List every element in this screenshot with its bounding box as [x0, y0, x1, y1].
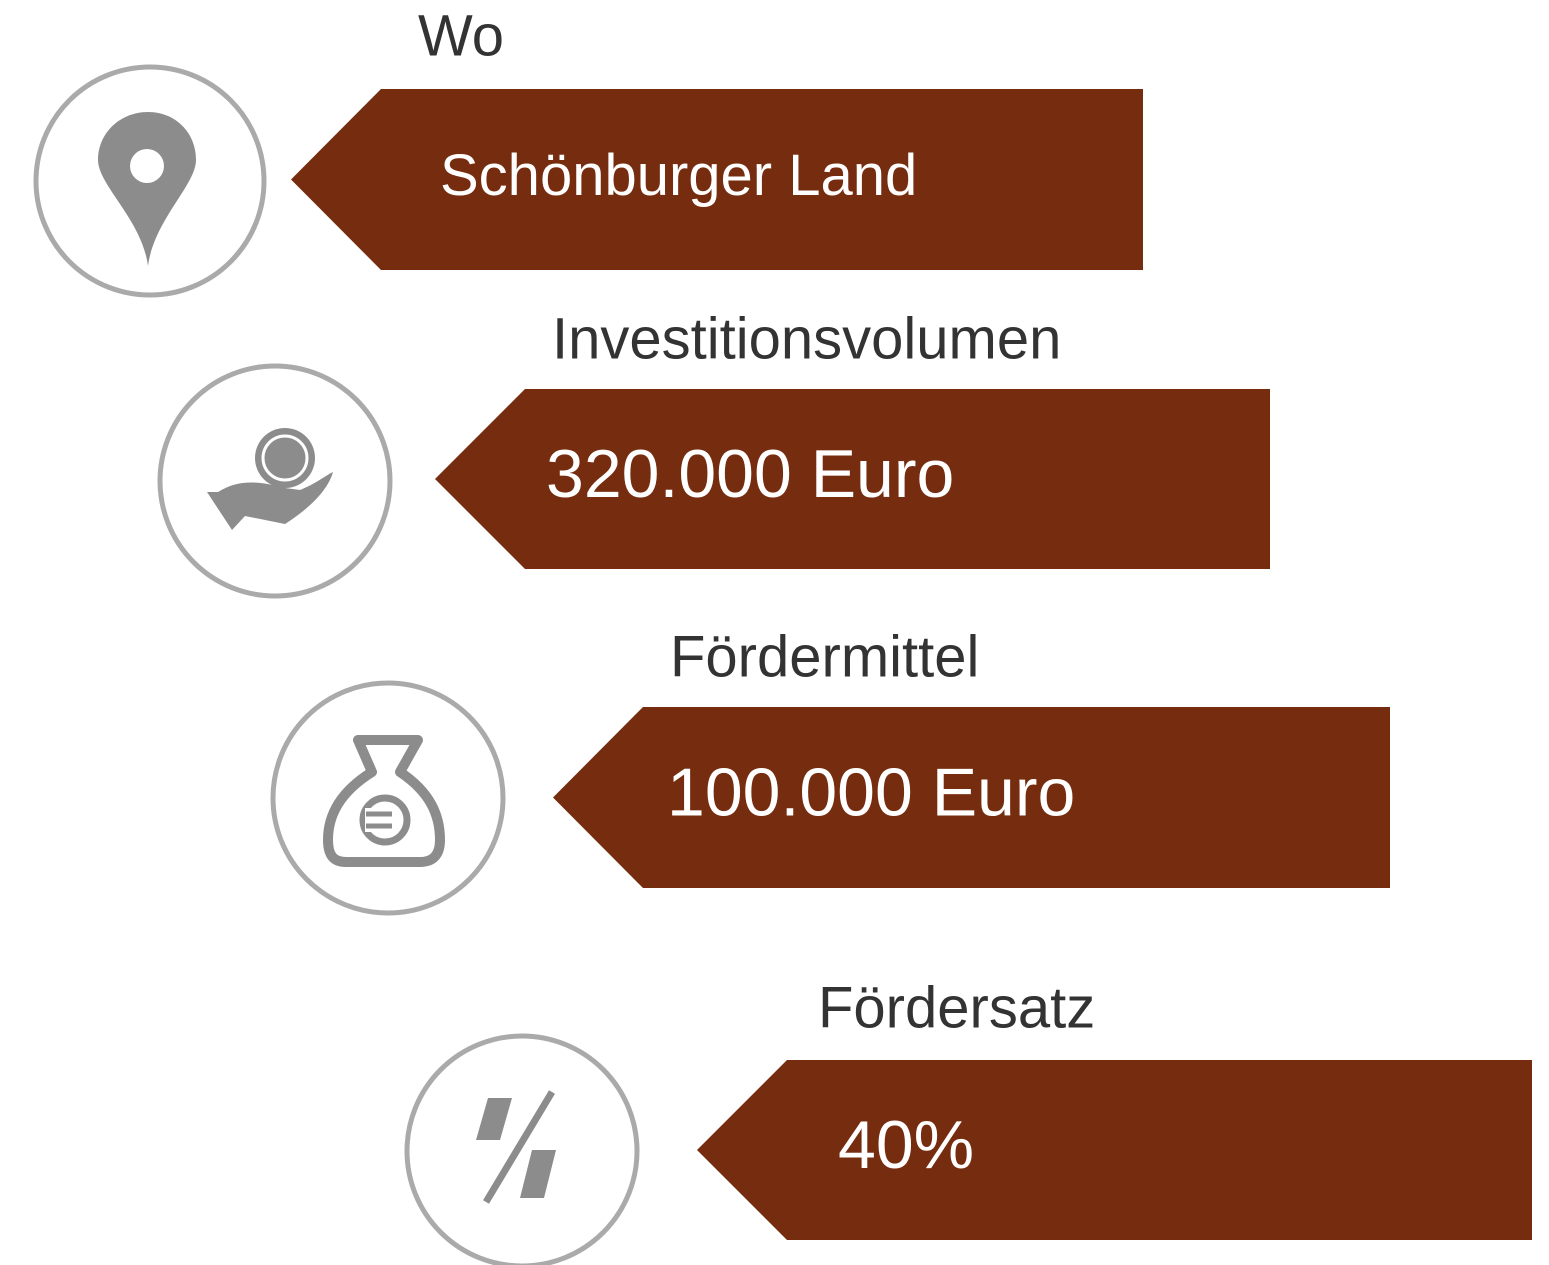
rate-icon	[404, 1033, 640, 1265]
location-icon	[33, 64, 267, 298]
funding-icon	[270, 680, 506, 916]
item-value: 100.000 Euro	[667, 754, 1075, 830]
banner	[553, 707, 1390, 888]
item-value: 40%	[838, 1107, 974, 1183]
banner	[697, 1060, 1532, 1240]
item-label: Fördermittel	[670, 624, 979, 689]
item-value: Schönburger Land	[440, 143, 917, 208]
item-label: Investitionsvolumen	[552, 306, 1061, 371]
banner	[291, 89, 1143, 270]
item-label: Wo	[418, 3, 504, 68]
item-value: 320.000 Euro	[546, 436, 954, 512]
item-label: Fördersatz	[818, 975, 1095, 1040]
investment-icon	[157, 363, 393, 599]
banner	[435, 389, 1270, 569]
